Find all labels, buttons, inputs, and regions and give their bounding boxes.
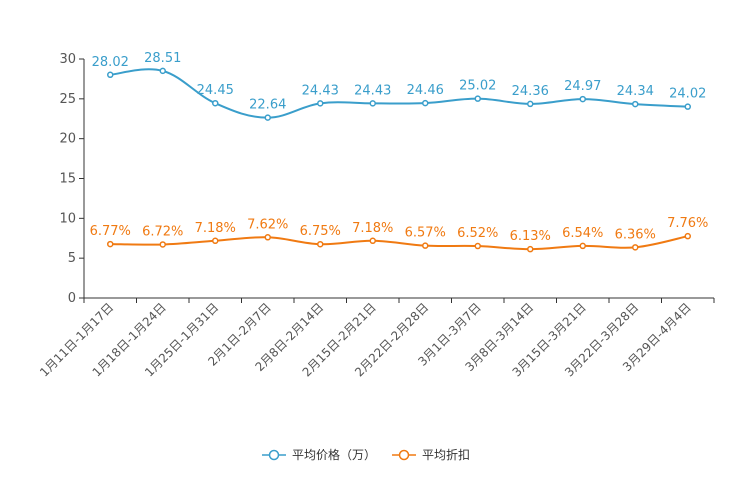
data-point xyxy=(422,242,429,249)
data-point xyxy=(317,100,324,107)
data-label: 24.43 xyxy=(354,83,391,98)
y-tick-label: 5 xyxy=(68,251,76,266)
data-point xyxy=(317,240,324,248)
legend-marker-1 xyxy=(398,449,410,461)
data-point xyxy=(632,244,639,251)
data-label: 24.97 xyxy=(564,79,601,94)
data-point xyxy=(579,242,586,250)
data-label: 6.57% xyxy=(405,226,446,241)
data-label: 24.46 xyxy=(407,83,444,98)
data-label: 6.52% xyxy=(457,226,498,241)
legend-marker-0 xyxy=(268,449,280,461)
data-label: 24.43 xyxy=(302,83,339,98)
data-point xyxy=(684,232,691,240)
series-line-0 xyxy=(110,68,688,119)
data-point xyxy=(632,100,639,108)
data-label: 24.45 xyxy=(197,83,234,98)
data-point xyxy=(159,67,166,75)
data-point xyxy=(579,95,586,103)
data-label: 28.02 xyxy=(92,55,129,70)
data-point xyxy=(369,100,376,107)
data-point xyxy=(527,245,534,253)
data-label: 24.02 xyxy=(669,87,706,102)
y-tick-label: 30 xyxy=(59,52,76,67)
y-tick-label: 15 xyxy=(59,172,76,187)
data-point xyxy=(474,242,481,250)
data-label: 7.18% xyxy=(352,221,393,236)
y-tick-label: 25 xyxy=(59,92,76,107)
data-label: 6.77% xyxy=(90,224,131,239)
data-point xyxy=(264,114,271,121)
data-point xyxy=(212,237,219,245)
legend-label: 平均折扣 xyxy=(422,447,470,462)
series-line-1 xyxy=(110,235,688,251)
data-point xyxy=(107,71,114,79)
data-point xyxy=(527,100,534,108)
data-label: 6.54% xyxy=(562,226,603,241)
data-point xyxy=(684,103,691,110)
data-label: 7.76% xyxy=(667,216,708,231)
data-label: 7.18% xyxy=(195,221,236,236)
legend-label: 平均价格（万） xyxy=(292,447,376,462)
data-label: 24.36 xyxy=(512,84,549,99)
data-label: 24.34 xyxy=(617,84,654,99)
data-label: 28.51 xyxy=(144,51,181,66)
data-label: 6.72% xyxy=(142,224,183,239)
data-point xyxy=(422,99,429,107)
data-label: 25.02 xyxy=(459,79,496,94)
data-point xyxy=(107,240,114,248)
data-label: 6.75% xyxy=(300,224,341,239)
y-tick-label: 20 xyxy=(59,132,76,147)
data-label: 6.13% xyxy=(510,229,551,244)
data-point xyxy=(212,99,219,107)
data-label: 7.62% xyxy=(247,217,288,232)
y-tick-label: 10 xyxy=(59,211,76,226)
data-label: 22.64 xyxy=(249,98,286,113)
data-label: 6.36% xyxy=(615,227,656,242)
data-point xyxy=(159,241,166,248)
data-point xyxy=(474,95,481,102)
data-point xyxy=(369,237,376,245)
data-point xyxy=(264,234,271,241)
y-tick-label: 0 xyxy=(68,291,76,306)
